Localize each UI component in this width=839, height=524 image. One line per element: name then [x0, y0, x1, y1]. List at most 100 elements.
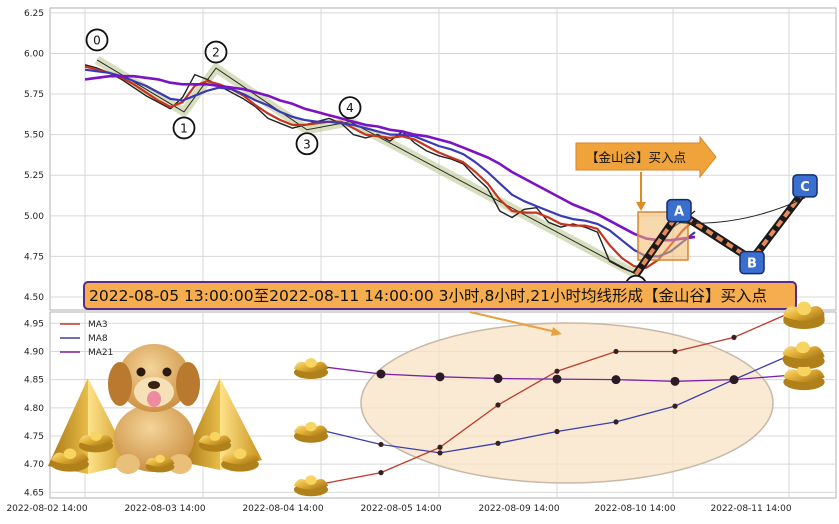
trend-channel	[94, 56, 639, 279]
y-tick-label: 6.25	[24, 9, 44, 19]
gold-ingot-icon	[782, 341, 824, 367]
y-tick-label: 5.75	[24, 90, 44, 100]
ma-data-point	[554, 428, 560, 435]
y-tick-label: 5.50	[24, 131, 44, 141]
buy-point-arrow: 【金山谷】买入点	[575, 135, 717, 211]
x-tick-label: 2022-08-05 14:00	[360, 504, 441, 514]
series-start-ingots	[293, 358, 329, 497]
gold-ingot-icon	[145, 454, 175, 473]
ma8-line	[84, 68, 696, 258]
y-tick-label: 6.00	[24, 49, 44, 59]
x-tick-label: 2022-08-11 14:00	[710, 504, 791, 514]
price-series	[84, 64, 696, 274]
ma-data-point	[437, 450, 443, 456]
trend-line	[96, 59, 637, 275]
y-tick-label: 4.70	[24, 460, 44, 470]
x-tick-label: 2022-08-03 14:00	[124, 504, 205, 514]
highlight-pointer	[469, 311, 557, 333]
ma-y-axis: 4.95 4.90 4.85 4.80 4.75 4.70 4.65	[24, 319, 44, 498]
wave-point-marker	[85, 28, 109, 52]
ma-data-point	[552, 374, 562, 384]
legend-label: MA8	[88, 334, 108, 344]
ingot-top	[797, 303, 811, 316]
ma-data-point	[613, 419, 619, 425]
y-tick-label: 4.65	[24, 488, 44, 498]
gold-ingot-icon	[293, 358, 329, 380]
ma-data-point	[613, 348, 619, 355]
y-tick-label: 4.75	[24, 432, 44, 442]
ma-data-point	[435, 372, 445, 382]
wave-point-marker	[295, 132, 319, 156]
ma-data-point	[672, 403, 678, 409]
ma-data-point	[672, 348, 678, 355]
x-tick-label: 2022-08-10 14:00	[594, 504, 675, 514]
ma-data-point	[611, 375, 621, 385]
wave-point-label: 3	[303, 137, 311, 151]
wave-point-label: 2	[212, 46, 220, 60]
ma-data-point	[495, 402, 501, 408]
ma-data-point	[731, 334, 737, 340]
gold-ingot-icon	[221, 448, 259, 472]
ingot-top	[797, 364, 811, 377]
x-tick-label: 2022-08-04 14:00	[242, 504, 323, 514]
ingot-top	[155, 454, 165, 463]
gold-ingot-icon	[783, 303, 825, 329]
ma-series	[321, 311, 793, 485]
y-tick-label: 5.25	[24, 171, 44, 181]
price-y-axis: 6.25 6.00 5.75 5.50 5.25 5.00 4.75 4.50	[24, 9, 44, 303]
ma-data-point	[437, 444, 443, 450]
projection-path: A B C	[632, 174, 818, 277]
wave-point-marker	[172, 116, 196, 140]
caption-text: 2022-08-05 13:00:00至2022-08-11 14:00:00 …	[89, 287, 767, 305]
projection-point-marker	[666, 198, 692, 223]
ma3-line	[84, 65, 696, 269]
highlight-pointer-head	[551, 327, 562, 336]
ingot-top	[63, 448, 77, 460]
gold-ingot-icon	[293, 421, 329, 443]
y-tick-label: 4.90	[24, 347, 44, 357]
ma-data-point	[378, 441, 384, 448]
gold-ingot-icon	[78, 431, 114, 453]
wave-point-marker	[338, 96, 362, 120]
ingot-top	[796, 341, 810, 354]
golden-puppy	[108, 344, 200, 474]
y-tick-label: 5.00	[24, 212, 44, 222]
buy-point-arrow-label: 【金山谷】买入点	[586, 150, 686, 165]
price-line	[84, 64, 696, 274]
ma-data-point	[493, 374, 503, 384]
projection-point-marker	[792, 174, 818, 198]
projection-point-label: B	[747, 257, 757, 272]
legend: MA3 MA8 MA21	[60, 320, 113, 358]
gold-ingot-icon	[783, 364, 825, 391]
ingot-top	[233, 448, 247, 460]
x-tick-label: 2022-08-02 14:00	[6, 504, 87, 514]
y-tick-label: 4.75	[24, 252, 44, 262]
series-end-ingots	[782, 301, 825, 391]
ingot-top	[305, 421, 317, 432]
ingot-top	[209, 431, 221, 441]
time-x-axis: 2022-08-02 14:00 2022-08-03 14:00 2022-08-…	[6, 504, 791, 514]
wave-point-label: 1	[180, 121, 188, 135]
gold-ingot-icon	[198, 431, 232, 452]
projection-point-label: A	[674, 205, 684, 220]
wave-point-label: 4	[346, 101, 354, 115]
projection-point-marker	[739, 250, 765, 275]
ma-data-point	[378, 470, 384, 476]
ma-data-point	[495, 440, 501, 446]
projection-path-line	[634, 188, 807, 276]
wave-point-label: 0	[93, 33, 101, 47]
y-tick-label: 4.80	[24, 404, 44, 414]
highlight-ellipse	[360, 322, 774, 484]
wave-point-marker	[204, 40, 228, 64]
ingot-top	[305, 358, 317, 368]
legend-label: MA3	[88, 320, 108, 330]
ma-data-point	[670, 376, 680, 386]
y-tick-label: 4.85	[24, 376, 44, 386]
ma21-line	[84, 74, 696, 242]
caption-box: 2022-08-05 13:00:00至2022-08-11 14:00:00 …	[83, 281, 797, 310]
y-tick-label: 4.50	[24, 293, 44, 303]
ma-data-point	[554, 368, 560, 374]
gold-ingot-icon	[293, 475, 329, 497]
